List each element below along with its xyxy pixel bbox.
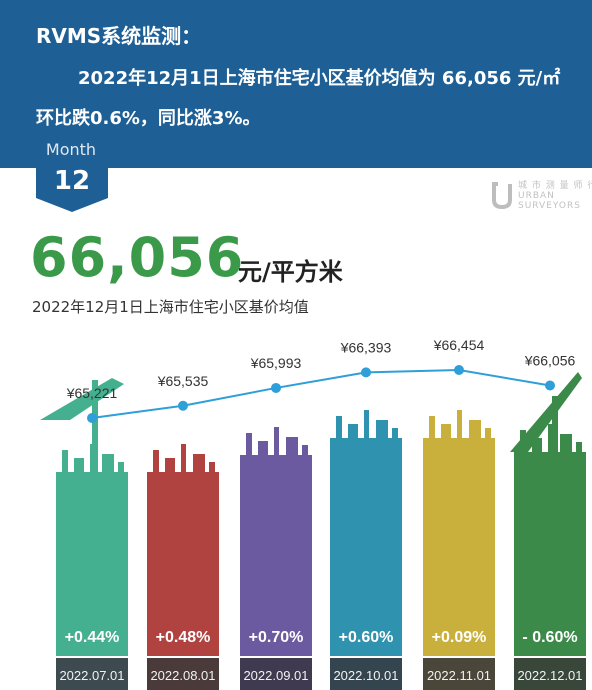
bar: [423, 438, 495, 656]
bar: [514, 452, 586, 656]
construction-silhouette: [246, 427, 308, 455]
crane-mast: [552, 396, 558, 452]
month-badge: [36, 160, 108, 212]
logo-text: 城 市 测 量 师 行 URBAN SURVEYORS: [518, 181, 592, 211]
trend-line: [91, 368, 551, 419]
date-band: [147, 658, 219, 690]
bar: [330, 438, 402, 656]
date-band: [423, 658, 495, 690]
value-label: ¥65,535: [157, 373, 209, 389]
urban-surveyors-logo: 城 市 测 量 师 行 URBAN SURVEYORS: [490, 178, 592, 214]
x-tick-label: 2022.10.01: [333, 668, 398, 683]
bar: [240, 455, 312, 656]
change-label: +0.60%: [339, 629, 394, 646]
banner-headline: 2022年12月1日上海市住宅小区基价均值为 66,056 元/㎡: [78, 68, 561, 89]
headline-value: 66,056: [30, 226, 245, 289]
logo-text-line: 城 市 测 量 师 行: [518, 181, 592, 191]
data-point: [454, 365, 464, 375]
change-label: - 0.60%: [522, 629, 577, 646]
date-band: [56, 658, 128, 690]
value-label: ¥65,993: [250, 355, 302, 371]
date-band: [514, 658, 586, 690]
data-point: [87, 413, 97, 423]
bar: [56, 472, 128, 656]
change-label: +0.70%: [249, 629, 304, 646]
change-label: +0.09%: [432, 629, 487, 646]
crane-arm: [510, 372, 582, 452]
banner-title: RVMS系统监测：: [36, 24, 202, 48]
x-tick-label: 2022.07.01: [59, 668, 124, 683]
change-label: +0.44%: [65, 629, 120, 646]
month-label: Month: [45, 140, 97, 159]
value-label: ¥65,221: [66, 385, 118, 401]
data-point: [271, 382, 281, 393]
value-label: ¥66,454: [433, 337, 485, 353]
data-point: [545, 380, 555, 391]
construction-silhouette: [153, 444, 215, 472]
month-number: 12: [53, 166, 91, 196]
logo-text-line: SURVEYORS: [518, 201, 581, 211]
logo-text-line: URBAN: [518, 191, 555, 201]
data-point: [361, 367, 371, 378]
x-tick-label: 2022.08.01: [150, 668, 215, 683]
change-label: +0.48%: [156, 629, 211, 646]
x-tick-label: 2022.12.01: [517, 668, 582, 683]
chart-subtitle: 2022年12月1日上海市住宅小区基价均值: [32, 298, 309, 316]
date-band: [330, 658, 402, 690]
construction-silhouette: [429, 410, 491, 438]
summary-banner: RVMS系统监测： 2022年12月1日上海市住宅小区基价均值为 66,056 …: [0, 0, 592, 168]
date-band: [240, 658, 312, 690]
headline-unit: 元/平方米: [238, 258, 343, 286]
banner-change: 环比跌0.6%，同比涨3%。: [36, 108, 261, 129]
x-tick-label: 2022.09.01: [243, 668, 308, 683]
x-tick-label: 2022.11.01: [427, 668, 491, 683]
logo-mark-icon: [492, 182, 512, 210]
data-point: [178, 400, 188, 411]
value-label: ¥66,056: [524, 352, 576, 368]
crane-arm: [40, 378, 124, 420]
construction-silhouette: [336, 410, 398, 438]
value-label: ¥66,393: [340, 339, 392, 355]
bar: [147, 472, 219, 656]
crane-mast: [92, 380, 98, 472]
